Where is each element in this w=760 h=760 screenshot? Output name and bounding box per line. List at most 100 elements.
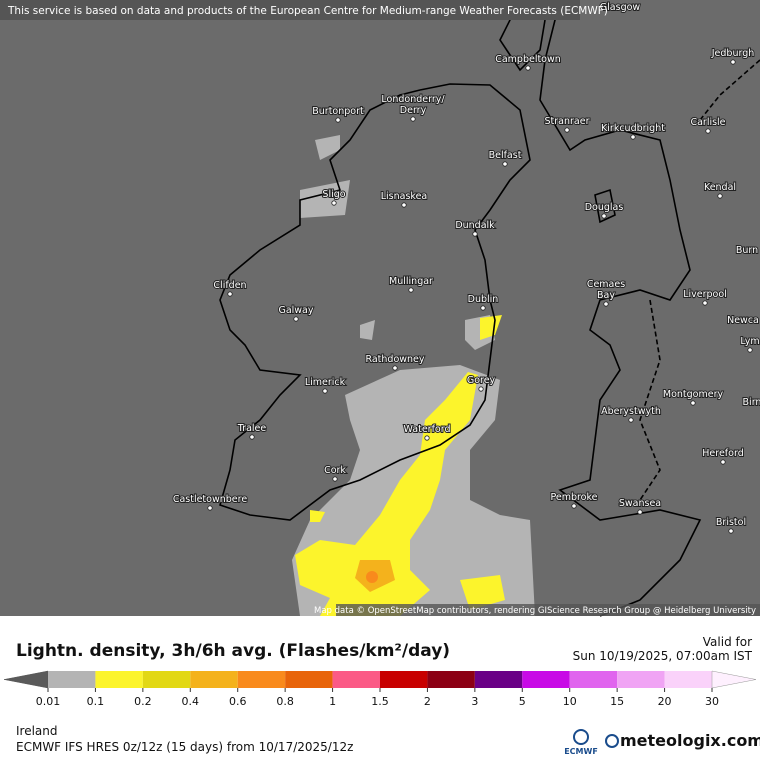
legend-tick-label: 1.5 (371, 695, 389, 708)
place-dot (690, 400, 696, 406)
place-label: Newca (727, 315, 759, 326)
place-label: Bristol (716, 517, 746, 528)
legend-title: Lightn. density, 3h/6h avg. (Flashes/km²… (16, 641, 450, 661)
place-label: Kendal (704, 182, 736, 193)
place-label: Derry (400, 105, 427, 116)
place-label: Belfast (489, 150, 522, 161)
place-dot (249, 434, 255, 440)
legend-swatch (95, 671, 143, 688)
legend-tick-label: 2 (424, 695, 431, 708)
place-dot (207, 505, 213, 511)
place-dot (564, 127, 570, 133)
legend-tick-label: 15 (610, 695, 624, 708)
place-label: Mullingar (389, 276, 433, 287)
place-dot (322, 388, 328, 394)
legend-arrow-low (3, 670, 49, 689)
legend-swatch (142, 671, 191, 688)
place-label: Lisnaskea (381, 191, 428, 202)
legend-tick-label: 0.4 (182, 695, 200, 708)
place-dot (525, 65, 531, 71)
legend-swatch (237, 671, 286, 688)
place-label: Douglas (585, 202, 624, 213)
place-label: Burtonport (312, 106, 364, 117)
meteologix-icon (605, 734, 619, 748)
legend-tick-label: 0.01 (36, 695, 61, 708)
place-dot (424, 435, 430, 441)
place-label: Birn (743, 397, 760, 408)
model-run: ECMWF IFS HRES 0z/12z (15 days) from 10/… (16, 740, 353, 754)
valid-time: Sun 10/19/2025, 07:00am IST (573, 649, 753, 663)
place-label: Dublin (468, 294, 499, 305)
place-dot (601, 213, 607, 219)
attribution: Map data © OpenStreetMap contributors, r… (314, 606, 756, 616)
legend-swatch (48, 671, 96, 688)
place-dot (392, 365, 398, 371)
attribution-bg (336, 604, 760, 616)
place-dot (730, 59, 736, 65)
banner: This service is based on data and produc… (7, 5, 608, 17)
place-label: Swansea (619, 498, 661, 509)
place-label: Cork (324, 465, 346, 476)
meteologix-logo: meteologix.com (620, 731, 760, 750)
legend-tick-label: 1 (329, 695, 336, 708)
place-label: Campbeltown (495, 54, 561, 65)
place-dot (717, 193, 723, 199)
place-label: Gorey (467, 375, 496, 386)
valid-label: Valid for (703, 635, 752, 649)
place-dot (410, 116, 416, 122)
place-label: Londonderry/ (381, 94, 445, 105)
place-dot (702, 300, 708, 306)
legend-swatch (569, 671, 618, 688)
place-label: Sligo (322, 189, 345, 200)
legend-tick-label: 0.1 (87, 695, 105, 708)
lightning-shading (292, 135, 535, 616)
legend-swatch (474, 671, 523, 688)
legend-swatch (427, 671, 475, 688)
place-label: Tralee (237, 423, 267, 434)
place-dot (401, 202, 407, 208)
legend-tick-label: 0.8 (276, 695, 294, 708)
legend-swatch (285, 671, 333, 688)
place-label: Jedburgh (711, 48, 755, 59)
place-dot (720, 459, 726, 465)
place-label: Castletownbere (173, 494, 248, 505)
place-label: Kirkcudbright (601, 123, 665, 134)
place-dot (478, 386, 484, 392)
legend-swatch (522, 671, 570, 688)
place-label: Rathdowney (365, 354, 424, 365)
legend-swatch (380, 671, 428, 688)
place-dot (293, 316, 299, 322)
place-label: Galway (278, 305, 313, 316)
legend-tick-label: 30 (705, 695, 719, 708)
place-label: Carlisle (690, 117, 725, 128)
ecmwf-icon (573, 729, 589, 745)
place-dot (408, 287, 414, 293)
place-label: Aberystwyth (601, 406, 661, 417)
place-label: Dundalk (455, 220, 495, 231)
place-label: Pembroke (550, 492, 597, 503)
place-dot (502, 161, 508, 167)
banner-bg (0, 0, 580, 20)
legend-tick-label: 20 (658, 695, 672, 708)
place-label: Waterford (403, 424, 450, 435)
legend-tick-label: 10 (563, 695, 577, 708)
place-dot (747, 347, 753, 353)
place-dot (331, 200, 337, 206)
place-dot (637, 509, 643, 515)
place-dot (332, 476, 338, 482)
place-dot (480, 305, 486, 311)
legend-tick-label: 0.6 (229, 695, 247, 708)
place-dot (335, 117, 341, 123)
place-label: Bay (597, 290, 615, 301)
place-label: Montgomery (663, 389, 724, 400)
place-dot (628, 417, 634, 423)
legend-arrow-high (711, 670, 757, 689)
place-dot (630, 134, 636, 140)
place-dot (571, 503, 577, 509)
place-label: Lym (740, 336, 759, 347)
place-label: Limerick (305, 377, 346, 388)
place-dot (227, 291, 233, 297)
place-label: Cemaes (587, 279, 625, 290)
place-label: Glasgow (600, 2, 641, 13)
